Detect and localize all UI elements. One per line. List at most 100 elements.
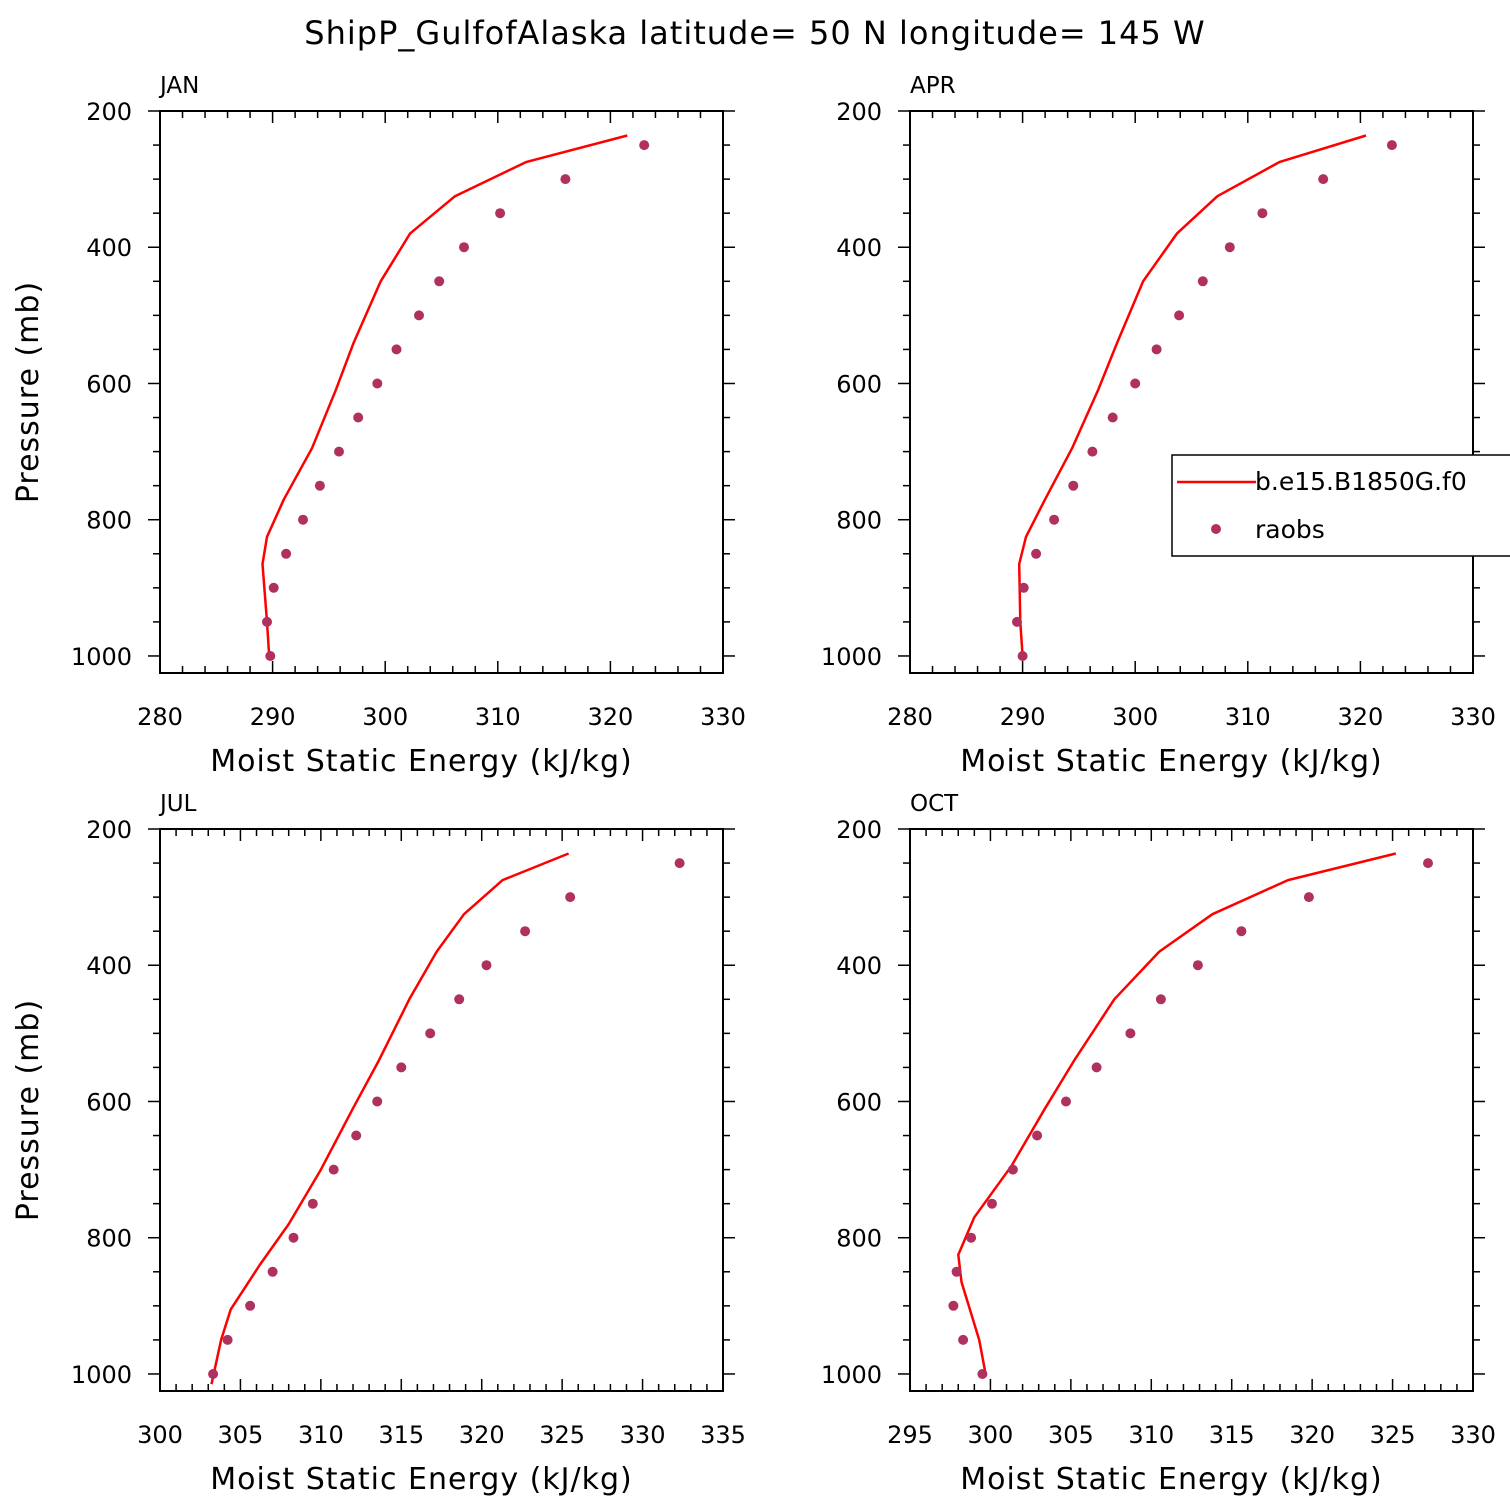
obs-point xyxy=(1017,651,1028,661)
panel-label: JUL xyxy=(158,791,197,817)
obs-point xyxy=(372,1096,383,1107)
x-tick-label: 300 xyxy=(968,1421,1014,1449)
obs-point xyxy=(481,960,492,971)
obs-point xyxy=(1125,1028,1136,1039)
model-series-line xyxy=(957,852,1397,1375)
x-tick-label: 300 xyxy=(362,703,408,731)
obs-point xyxy=(1192,960,1203,971)
obs-point xyxy=(1068,480,1079,491)
legend: b.e15.B1850G.f0 raobs xyxy=(1171,454,1510,557)
obs-point xyxy=(1155,994,1166,1005)
x-tick-label: 300 xyxy=(1112,703,1158,731)
x-tick-label: 330 xyxy=(1450,703,1496,731)
x-tick-label: 330 xyxy=(700,703,746,731)
y-tick-label: 600 xyxy=(836,370,882,398)
y-tick-label: 800 xyxy=(86,1225,132,1253)
x-tick-label: 290 xyxy=(1000,703,1046,731)
x-tick-label: 280 xyxy=(887,703,933,731)
panel-label: APR xyxy=(910,73,956,99)
obs-point xyxy=(1091,1062,1102,1073)
obs-point xyxy=(1061,1096,1071,1107)
obs-point xyxy=(1236,926,1247,937)
plot-frame xyxy=(159,828,724,1392)
obs-point xyxy=(262,616,272,627)
y-tick-label: 800 xyxy=(836,507,882,535)
obs-point xyxy=(208,1369,219,1379)
x-tick-label: 325 xyxy=(539,1421,585,1449)
obs-point xyxy=(958,1334,969,1345)
obs-point xyxy=(1197,276,1208,287)
obs-point xyxy=(1257,208,1268,219)
y-tick-label: 400 xyxy=(86,234,132,262)
obs-point xyxy=(222,1334,233,1345)
y-tick-label: 1000 xyxy=(821,643,882,671)
obs-point xyxy=(353,412,364,423)
obs-point xyxy=(298,514,308,525)
obs-point xyxy=(265,651,276,661)
main-title: ShipP_GulfofAlaska latitude= 50 N longit… xyxy=(304,14,1205,52)
obs-point xyxy=(372,378,383,389)
obs-point xyxy=(951,1266,962,1277)
obs-point xyxy=(987,1198,997,1209)
obs-point xyxy=(1107,412,1118,423)
x-tick-label: 305 xyxy=(218,1421,264,1449)
obs-point xyxy=(520,926,531,937)
obs-point xyxy=(495,208,506,219)
x-tick-label: 335 xyxy=(700,1421,746,1449)
y-tick-label: 400 xyxy=(86,952,132,980)
panels: 280 290 300 310 320 330 200 400 600 800 1000 JAN Moi… xyxy=(11,73,1496,1497)
y-tick-label: 1000 xyxy=(71,643,132,671)
x-tick-label: 320 xyxy=(587,703,633,731)
x-tick-label: 300 xyxy=(137,1421,183,1449)
y-axis-label: Pressure (mb) xyxy=(11,999,46,1221)
obs-point xyxy=(1087,446,1098,457)
obs-point xyxy=(1007,1164,1018,1175)
y-tick-label: 200 xyxy=(86,816,132,844)
obs-point xyxy=(1012,616,1022,627)
x-tick-label: 315 xyxy=(1209,1421,1255,1449)
x-axis-label: Moist Static Energy (kJ/kg) xyxy=(210,744,633,779)
panel-jan: 280 290 300 310 320 330 200 400 600 800 1000 JAN Moi… xyxy=(11,73,746,779)
obs-point xyxy=(328,1164,339,1175)
obs-point xyxy=(314,480,325,491)
model-series-line xyxy=(1017,134,1367,657)
x-tick-label: 320 xyxy=(459,1421,505,1449)
obs-point xyxy=(396,1062,407,1073)
obs-point xyxy=(307,1198,318,1209)
y-axis-label: Pressure (mb) xyxy=(11,281,46,503)
obs-point xyxy=(334,446,344,457)
obs-point xyxy=(1174,310,1185,321)
x-tick-label: 325 xyxy=(1370,1421,1416,1449)
panel-oct: 295 300 305 310 315 320 325 330 200 400 600 800 1000… xyxy=(821,791,1496,1497)
y-tick-label: 1000 xyxy=(71,1361,132,1389)
x-tick-label: 295 xyxy=(887,1421,933,1449)
y-tick-label: 200 xyxy=(836,98,882,126)
x-tick-label: 315 xyxy=(378,1421,424,1449)
x-tick-label: 330 xyxy=(1450,1421,1496,1449)
y-tick-label: 600 xyxy=(836,1088,882,1116)
obs-point xyxy=(459,242,469,253)
y-tick-label: 600 xyxy=(86,1088,132,1116)
legend-model-label: b.e15.B1850G.f0 xyxy=(1255,467,1467,496)
panel-label: OCT xyxy=(910,791,959,817)
obs-point xyxy=(1018,582,1029,593)
x-tick-label: 305 xyxy=(1048,1421,1094,1449)
y-tick-label: 200 xyxy=(836,816,882,844)
x-tick-label: 310 xyxy=(475,703,521,731)
obs-point xyxy=(977,1369,988,1379)
obs-point xyxy=(560,174,571,185)
obs-point xyxy=(245,1300,256,1311)
obs-point xyxy=(268,582,279,593)
obs-point xyxy=(1130,378,1141,389)
plot-frame xyxy=(909,828,1474,1392)
obs-point xyxy=(966,1232,977,1243)
x-axis-label: Moist Static Energy (kJ/kg) xyxy=(960,1462,1383,1497)
y-tick-label: 800 xyxy=(86,507,132,535)
y-tick-label: 400 xyxy=(836,234,882,262)
y-tick-label: 1000 xyxy=(821,1361,882,1389)
obs-point xyxy=(425,1028,436,1039)
obs-point xyxy=(1423,858,1433,869)
x-axis-label: Moist Static Energy (kJ/kg) xyxy=(210,1462,633,1497)
obs-point xyxy=(414,310,424,321)
model-series-line xyxy=(210,852,570,1385)
